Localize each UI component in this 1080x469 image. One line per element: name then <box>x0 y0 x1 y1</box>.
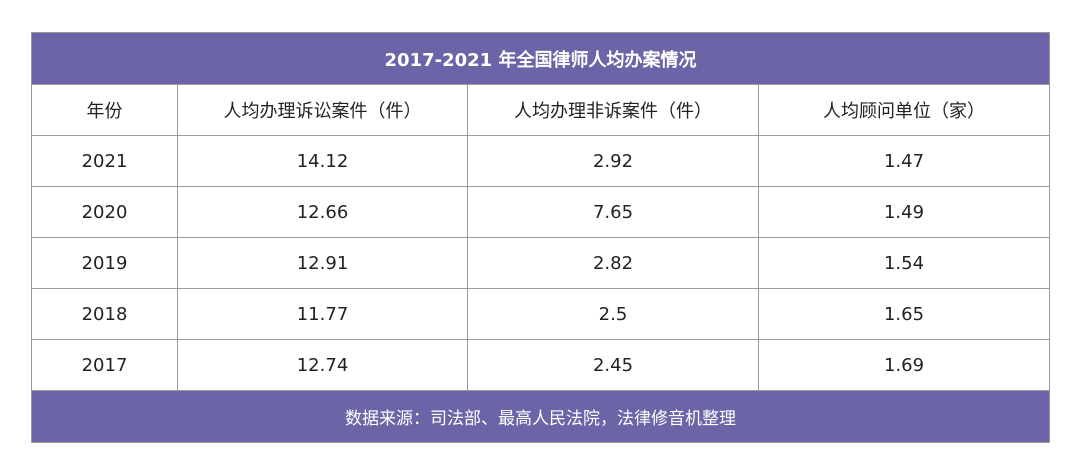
table-row: 2019 12.91 2.82 1.54 <box>31 237 1050 289</box>
value-cell: 1.49 <box>758 186 1050 238</box>
year-cell: 2019 <box>31 237 178 289</box>
source-note: 数据来源：司法部、最高人民法院，法律修音机整理 <box>31 390 1050 443</box>
value-cell: 1.47 <box>758 135 1050 187</box>
table-row: 2020 12.66 7.65 1.49 <box>31 186 1050 238</box>
table-row: 2021 14.12 2.92 1.47 <box>31 135 1050 187</box>
year-cell: 2021 <box>31 135 178 187</box>
value-cell: 14.12 <box>177 135 468 187</box>
title-row: 2017-2021 年全国律师人均办案情况 <box>31 32 1050 85</box>
table-row: 2018 11.77 2.5 1.65 <box>31 288 1050 340</box>
table-body: 2021 14.12 2.92 1.47 2020 12.66 7.65 1.49 2019 12… <box>31 135 1050 391</box>
table-row: 2017 12.74 2.45 1.69 <box>31 339 1050 391</box>
value-cell: 12.74 <box>177 339 468 391</box>
value-cell: 2.82 <box>467 237 759 289</box>
column-header: 人均顾问单位（家） <box>758 84 1050 136</box>
value-cell: 1.69 <box>758 339 1050 391</box>
source-row: 数据来源：司法部、最高人民法院，法律修音机整理 <box>31 390 1050 443</box>
table-title: 2017-2021 年全国律师人均办案情况 <box>31 32 1050 85</box>
value-cell: 1.65 <box>758 288 1050 340</box>
value-cell: 12.91 <box>177 237 468 289</box>
value-cell: 11.77 <box>177 288 468 340</box>
data-table: 2017-2021 年全国律师人均办案情况 年份 人均办理诉讼案件（件） 人均办理非… <box>31 32 1050 443</box>
table-head: 2017-2021 年全国律师人均办案情况 年份 人均办理诉讼案件（件） 人均办理非… <box>31 32 1050 136</box>
column-header: 年份 <box>31 84 178 136</box>
value-cell: 12.66 <box>177 186 468 238</box>
year-cell: 2017 <box>31 339 178 391</box>
header-row: 年份 人均办理诉讼案件（件） 人均办理非诉案件（件） 人均顾问单位（家） <box>31 84 1050 136</box>
value-cell: 2.5 <box>467 288 759 340</box>
value-cell: 2.45 <box>467 339 759 391</box>
year-cell: 2018 <box>31 288 178 340</box>
column-header: 人均办理诉讼案件（件） <box>177 84 468 136</box>
value-cell: 1.54 <box>758 237 1050 289</box>
year-cell: 2020 <box>31 186 178 238</box>
table-foot: 数据来源：司法部、最高人民法院，法律修音机整理 <box>31 390 1050 443</box>
column-header: 人均办理非诉案件（件） <box>467 84 759 136</box>
value-cell: 7.65 <box>467 186 759 238</box>
value-cell: 2.92 <box>467 135 759 187</box>
